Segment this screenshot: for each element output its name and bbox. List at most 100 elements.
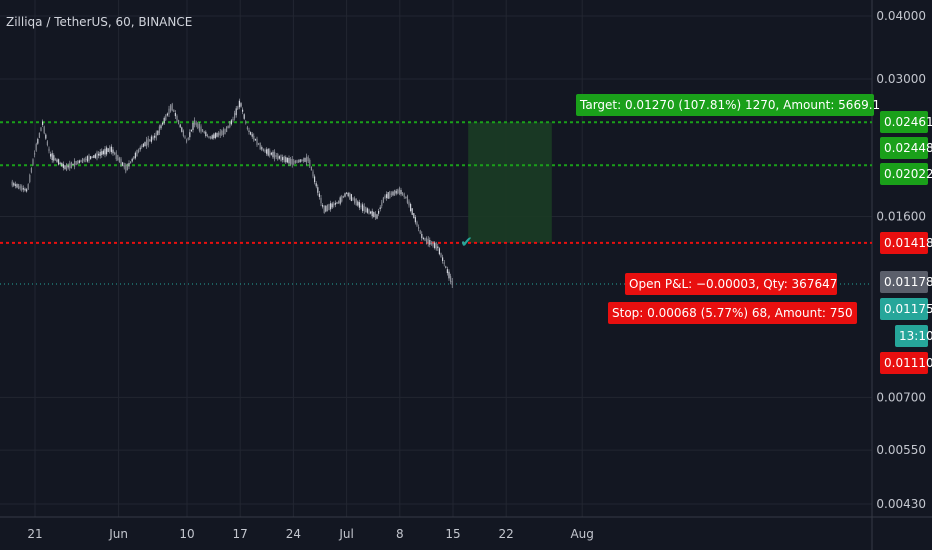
candle-body xyxy=(246,127,248,129)
candle-body xyxy=(342,195,344,198)
candle-body xyxy=(150,136,152,142)
candle-body xyxy=(155,132,157,139)
candle-body xyxy=(48,148,50,152)
candle-body xyxy=(363,206,365,212)
candle-body xyxy=(424,238,426,241)
candle-body xyxy=(69,163,71,169)
tracking-price-tag: 0.01110 xyxy=(880,352,932,374)
open-pnl-label[interactable]: Open P&L: −0.00003, Qty: 367647 xyxy=(625,273,837,295)
candle-body xyxy=(195,122,197,126)
candle-body xyxy=(99,151,101,156)
candle-body xyxy=(182,130,184,136)
candle-body xyxy=(403,194,405,198)
candle-body xyxy=(438,248,440,255)
x-tick-label: 8 xyxy=(396,527,404,541)
candle-body xyxy=(405,196,407,199)
target-zone xyxy=(468,122,552,243)
candle-body xyxy=(86,156,88,162)
countdown-tag: 13:10 xyxy=(895,325,932,347)
candle-body xyxy=(210,136,212,139)
candle-body xyxy=(242,109,244,112)
candle-body xyxy=(109,147,111,152)
candle-body xyxy=(419,230,421,234)
candle-body xyxy=(227,125,229,129)
candle-body xyxy=(181,127,183,132)
candle-body xyxy=(229,121,231,128)
candle-body xyxy=(418,227,420,229)
candle-body xyxy=(176,115,178,121)
candle-body xyxy=(422,237,424,240)
y-tick-label: 0.03000 xyxy=(876,72,926,86)
candle-body xyxy=(130,161,132,164)
candle-body xyxy=(373,211,375,218)
candle-body xyxy=(235,108,237,116)
candle-body xyxy=(118,157,120,162)
candle-body xyxy=(88,155,90,161)
candle-body xyxy=(296,160,298,163)
candle-body xyxy=(70,162,72,169)
candle-body xyxy=(34,153,36,155)
candle-body xyxy=(362,204,364,211)
x-tick-label: 21 xyxy=(27,527,42,541)
candle-body xyxy=(141,145,143,148)
candle-body xyxy=(122,162,124,166)
candle-body xyxy=(250,132,252,135)
candle-body xyxy=(294,160,296,163)
candle-body xyxy=(315,183,317,187)
candle-body xyxy=(286,157,288,163)
candle-body xyxy=(165,115,167,120)
candle-body xyxy=(302,159,304,161)
candle-body xyxy=(395,190,397,194)
x-tick-label: 22 xyxy=(499,527,514,541)
candle-body xyxy=(237,106,239,110)
candle-body xyxy=(274,151,276,159)
candle-body xyxy=(254,138,256,141)
candle-body xyxy=(304,157,306,162)
candle-body xyxy=(104,148,106,155)
candle-body xyxy=(280,154,282,162)
x-tick-label: 15 xyxy=(445,527,460,541)
candle-body xyxy=(66,163,68,171)
candle-body xyxy=(270,152,272,155)
x-tick-label: 10 xyxy=(179,527,194,541)
candle-body xyxy=(355,198,357,206)
candle-body xyxy=(77,160,79,165)
candle-body xyxy=(278,156,280,159)
candle-body xyxy=(323,206,325,214)
candle-body xyxy=(187,138,189,140)
candle-body xyxy=(338,201,340,204)
candle-body xyxy=(320,197,322,204)
candle-body xyxy=(354,198,356,203)
x-tick-label: 24 xyxy=(286,527,301,541)
entry-price-tag: 0.02022 xyxy=(880,163,932,185)
candle-body xyxy=(256,138,258,145)
candle-body xyxy=(344,193,346,197)
candle-body xyxy=(43,126,45,134)
candle-body xyxy=(30,168,32,173)
candle-body xyxy=(144,142,146,147)
candle-body xyxy=(38,132,40,138)
candle-body xyxy=(133,156,135,160)
candle-body xyxy=(317,187,319,193)
x-tick-label: Jun xyxy=(108,527,128,541)
candle-body xyxy=(290,158,292,164)
candle-body xyxy=(440,253,442,258)
candle-body xyxy=(445,266,447,268)
target-order-label[interactable]: Target: 0.01270 (107.81%) 1270, Amount: … xyxy=(576,94,880,116)
candle-body xyxy=(253,135,255,140)
candle-body xyxy=(208,136,210,139)
candle-body xyxy=(114,152,116,155)
candle-body xyxy=(102,150,104,155)
candle-body xyxy=(269,150,271,156)
candle-body xyxy=(325,205,327,212)
candle-body xyxy=(186,140,188,142)
stop-order-label[interactable]: Stop: 0.00068 (5.77%) 68, Amount: 750 xyxy=(608,302,857,324)
candle-body xyxy=(251,134,253,137)
candle-body xyxy=(288,157,290,164)
candle-body xyxy=(27,184,29,190)
candle-body xyxy=(190,129,192,132)
candle-body xyxy=(142,143,144,147)
candle-body xyxy=(22,188,24,190)
candle-body xyxy=(56,159,58,162)
